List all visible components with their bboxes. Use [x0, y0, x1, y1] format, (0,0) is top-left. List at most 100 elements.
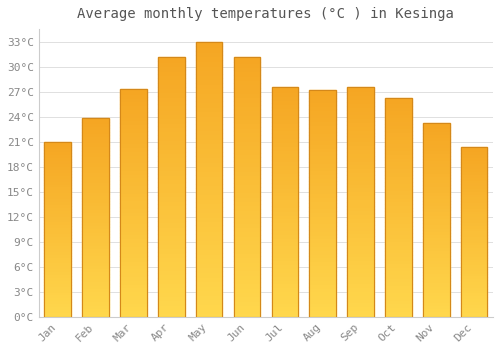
Bar: [44, 212, 71, 215]
Bar: [272, 179, 298, 183]
Bar: [385, 259, 411, 262]
Bar: [196, 133, 222, 138]
Bar: [120, 131, 146, 135]
Bar: [82, 247, 109, 251]
Bar: [196, 239, 222, 243]
Bar: [234, 222, 260, 226]
Bar: [461, 308, 487, 311]
Bar: [234, 248, 260, 252]
Bar: [158, 208, 184, 213]
Bar: [423, 165, 450, 168]
Bar: [423, 191, 450, 194]
Bar: [158, 169, 184, 174]
Bar: [385, 306, 411, 309]
Bar: [196, 51, 222, 55]
Bar: [385, 291, 411, 295]
Bar: [272, 271, 298, 275]
Bar: [234, 79, 260, 83]
Bar: [310, 109, 336, 113]
Bar: [461, 170, 487, 173]
Bar: [385, 244, 411, 247]
Bar: [44, 293, 71, 296]
Bar: [44, 182, 71, 186]
Bar: [158, 130, 184, 135]
Bar: [348, 236, 374, 240]
Bar: [310, 177, 336, 181]
Title: Average monthly temperatures (°C ) in Kesinga: Average monthly temperatures (°C ) in Ke…: [78, 7, 454, 21]
Bar: [120, 176, 146, 180]
Bar: [348, 129, 374, 133]
Bar: [196, 64, 222, 69]
Bar: [82, 148, 109, 152]
Bar: [234, 187, 260, 191]
Bar: [385, 197, 411, 200]
Bar: [310, 132, 336, 135]
Bar: [348, 86, 374, 90]
Bar: [158, 57, 184, 317]
Bar: [234, 105, 260, 109]
Bar: [461, 176, 487, 178]
Bar: [196, 207, 222, 211]
Bar: [196, 106, 222, 110]
Bar: [196, 225, 222, 230]
Bar: [234, 170, 260, 174]
Bar: [461, 150, 487, 153]
Bar: [348, 198, 374, 202]
Bar: [44, 314, 71, 317]
Bar: [234, 300, 260, 304]
Bar: [310, 90, 336, 317]
Bar: [461, 190, 487, 193]
Bar: [348, 186, 374, 190]
Bar: [272, 91, 298, 95]
Bar: [82, 231, 109, 234]
Bar: [44, 188, 71, 191]
Bar: [158, 260, 184, 265]
Bar: [272, 294, 298, 298]
Bar: [158, 204, 184, 208]
Bar: [44, 223, 71, 226]
Bar: [423, 310, 450, 314]
Bar: [461, 297, 487, 300]
Bar: [461, 300, 487, 303]
Bar: [423, 268, 450, 272]
Bar: [234, 295, 260, 300]
Bar: [196, 42, 222, 46]
Bar: [423, 278, 450, 281]
Bar: [348, 182, 374, 186]
Bar: [310, 309, 336, 313]
Bar: [234, 230, 260, 235]
Bar: [385, 98, 411, 317]
Bar: [423, 294, 450, 297]
Bar: [385, 299, 411, 302]
Bar: [423, 304, 450, 307]
Bar: [234, 166, 260, 170]
Bar: [310, 188, 336, 192]
Bar: [272, 225, 298, 229]
Bar: [385, 189, 411, 193]
Bar: [461, 210, 487, 212]
Bar: [82, 175, 109, 178]
Bar: [196, 110, 222, 115]
Bar: [272, 145, 298, 149]
Bar: [120, 290, 146, 294]
Bar: [196, 230, 222, 234]
Bar: [82, 260, 109, 264]
Bar: [310, 105, 336, 109]
Bar: [44, 142, 71, 145]
Bar: [234, 75, 260, 79]
Bar: [272, 110, 298, 114]
Bar: [348, 144, 374, 148]
Bar: [82, 221, 109, 224]
Bar: [120, 104, 146, 108]
Bar: [310, 199, 336, 203]
Bar: [82, 171, 109, 175]
Bar: [44, 282, 71, 285]
Bar: [348, 156, 374, 160]
Bar: [44, 142, 71, 317]
Bar: [120, 150, 146, 154]
Bar: [158, 148, 184, 152]
Bar: [82, 141, 109, 145]
Bar: [158, 222, 184, 226]
Bar: [385, 226, 411, 229]
Bar: [234, 274, 260, 278]
